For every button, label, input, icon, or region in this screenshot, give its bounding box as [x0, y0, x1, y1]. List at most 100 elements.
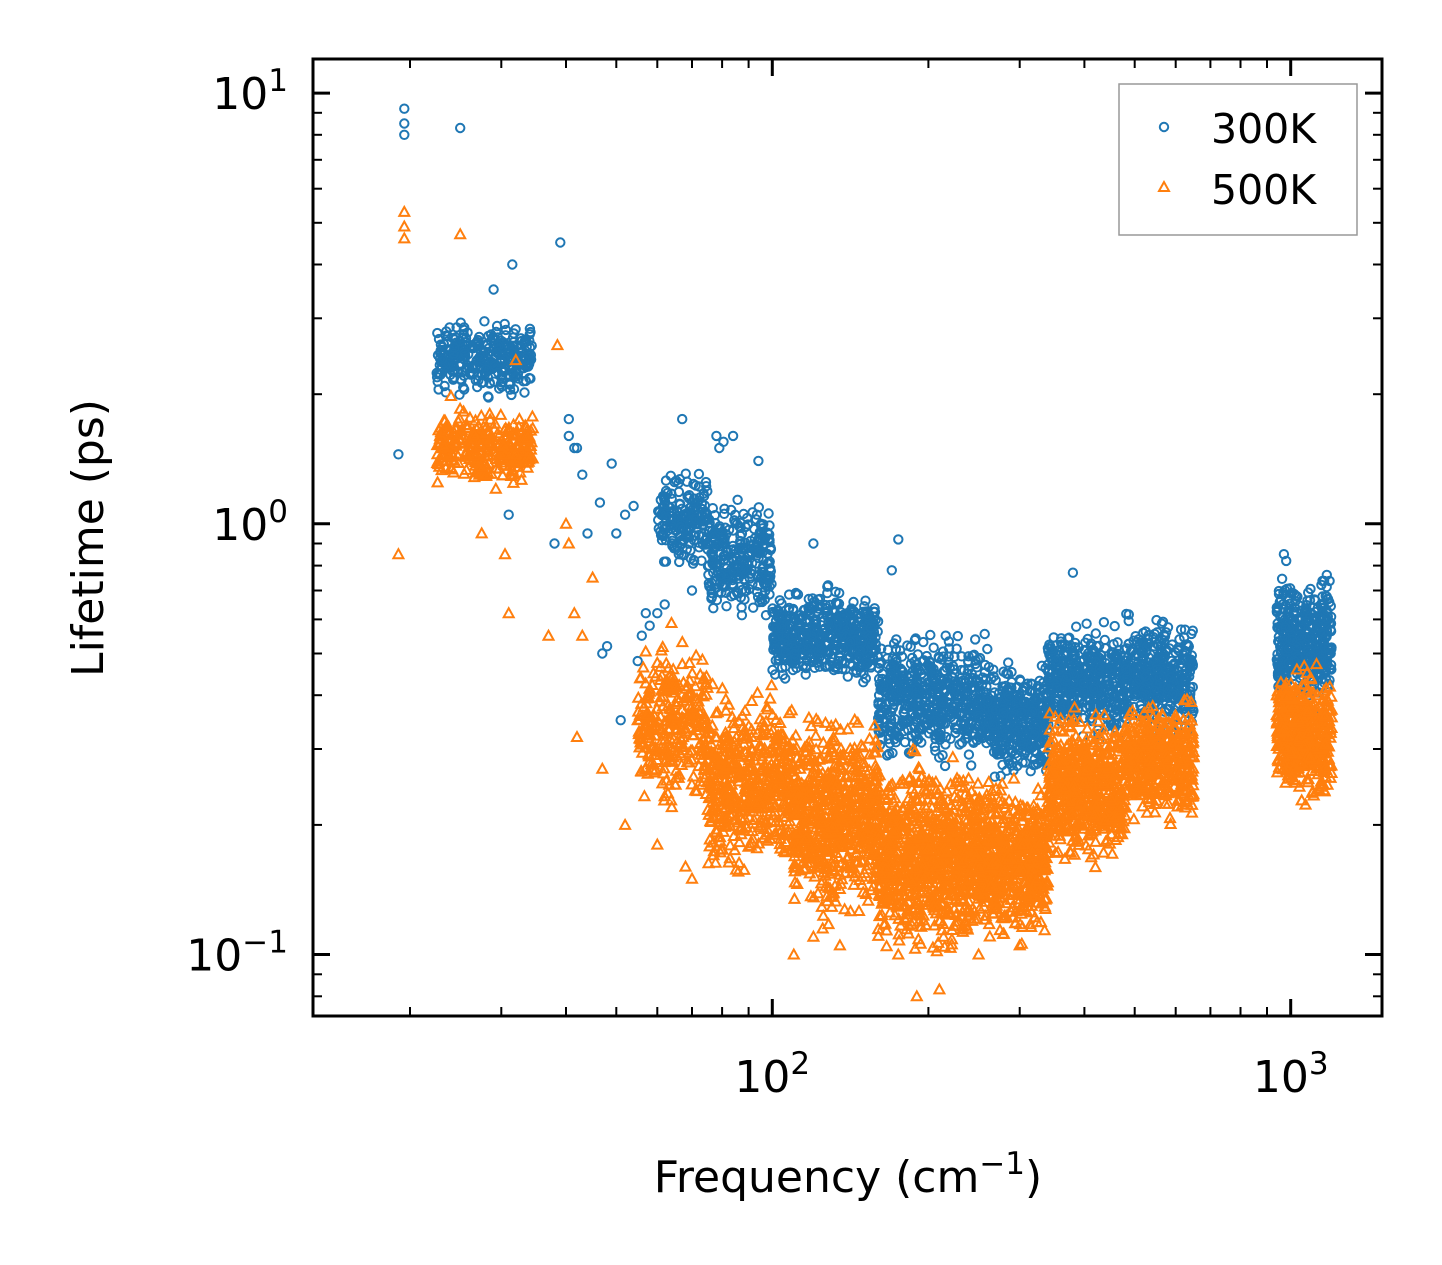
data-point-300k: [448, 374, 459, 385]
data-point-300k: [727, 540, 739, 552]
data-point-300k: [483, 392, 494, 403]
data-point-300k: [660, 485, 672, 497]
data-point-300k: [701, 481, 712, 492]
data-point-300k: [736, 610, 748, 621]
data-point-300k: [865, 622, 876, 634]
data-point-300k: [393, 449, 404, 460]
data-point-300k: [790, 589, 802, 600]
data-point-300k: [814, 593, 826, 605]
data-point-300k: [786, 620, 797, 631]
data-point-300k: [893, 534, 904, 545]
data-point-300k: [707, 503, 718, 514]
data-point-300k: [802, 614, 813, 625]
data-point-300k: [739, 575, 750, 586]
data-point-300k: [727, 430, 739, 442]
data-point-300k: [783, 589, 795, 600]
data-point-300k: [854, 645, 866, 656]
data-point-300k: [789, 648, 800, 660]
data-point-300k: [707, 550, 718, 562]
data-point-300k: [814, 599, 826, 611]
data-point-300k: [732, 494, 743, 505]
data-point-300k: [858, 677, 869, 688]
data-point-300k: [854, 651, 865, 662]
data-point-300k: [783, 604, 794, 616]
data-point-300k: [693, 468, 705, 480]
data-point-300k: [716, 587, 727, 598]
data-point-300k: [449, 342, 460, 353]
data-point-300k: [731, 552, 742, 564]
data-point-300k: [780, 673, 791, 684]
data-point-300k: [524, 372, 535, 384]
data-point-300k: [491, 320, 503, 332]
data-point-300k: [754, 532, 765, 544]
data-point-300k: [448, 361, 459, 372]
data-point-300k: [728, 566, 739, 577]
data-point-300k: [826, 657, 837, 668]
data-point-300k: [680, 509, 691, 520]
data-point-300k: [660, 535, 672, 546]
data-point-300k: [628, 500, 639, 512]
data-point-300k: [770, 643, 781, 655]
data-point-300k: [492, 367, 504, 378]
data-point-300k: [830, 636, 841, 647]
data-point-300k: [491, 347, 503, 359]
data-point-300k: [520, 361, 532, 373]
data-point-300k: [677, 413, 688, 425]
data-point-300k: [444, 322, 455, 333]
data-point-300k: [925, 629, 936, 641]
data-point-300k: [827, 651, 838, 663]
data-point-300k: [723, 524, 735, 535]
data-point-300k: [748, 602, 759, 613]
data-point-300k: [549, 538, 560, 549]
data-point-300k: [582, 528, 593, 539]
data-point-300k: [850, 635, 861, 646]
data-point-300k: [489, 333, 500, 344]
data-point-300k: [718, 551, 729, 562]
data-point-300k: [764, 581, 775, 592]
data-point-300k: [752, 580, 764, 591]
data-point-300k: [640, 608, 651, 619]
data-point-300k: [866, 639, 878, 650]
data-point-300k: [474, 331, 485, 343]
data-point-300k: [674, 556, 685, 568]
data-point-300k: [719, 503, 730, 514]
data-point-300k: [845, 636, 856, 647]
data-point-300k: [460, 333, 472, 344]
data-point-300k: [747, 579, 758, 590]
data-point-300k: [753, 455, 764, 467]
data-point-300k: [718, 436, 729, 447]
data-point-300k: [763, 508, 774, 519]
data-point-300k: [787, 632, 798, 643]
data-point-300k: [674, 474, 685, 485]
data-point-300k: [770, 655, 781, 666]
data-point-300k: [436, 354, 448, 365]
data-point-300k: [686, 585, 698, 596]
data-point-300k: [708, 555, 719, 567]
data-point-300k: [399, 118, 410, 129]
data-point-300k: [511, 371, 522, 382]
data-point-300k: [693, 529, 705, 541]
data-point-300k: [636, 630, 647, 641]
data-point-300k: [601, 641, 613, 652]
data-point-300k: [735, 535, 746, 547]
data-point-300k: [594, 497, 606, 508]
data-point-300k: [435, 369, 446, 380]
data-point-300k: [667, 540, 678, 552]
data-point-300k: [459, 348, 470, 359]
data-point-300k: [673, 545, 685, 556]
data-point-300k: [696, 498, 707, 510]
data-point-300k: [831, 632, 843, 643]
data-point-300k: [519, 387, 530, 398]
data-point-300k: [448, 348, 459, 359]
data-point-300k: [488, 284, 499, 295]
data-point-300k: [454, 389, 465, 400]
data-point-300k: [496, 356, 507, 367]
data-point-300k: [706, 584, 717, 595]
data-point-300k: [823, 617, 834, 629]
data-point-300k: [803, 650, 814, 661]
data-point-300k: [443, 358, 454, 370]
data-point-300k: [503, 378, 515, 389]
data-point-300k: [500, 324, 512, 336]
data-point-300k: [663, 501, 674, 512]
